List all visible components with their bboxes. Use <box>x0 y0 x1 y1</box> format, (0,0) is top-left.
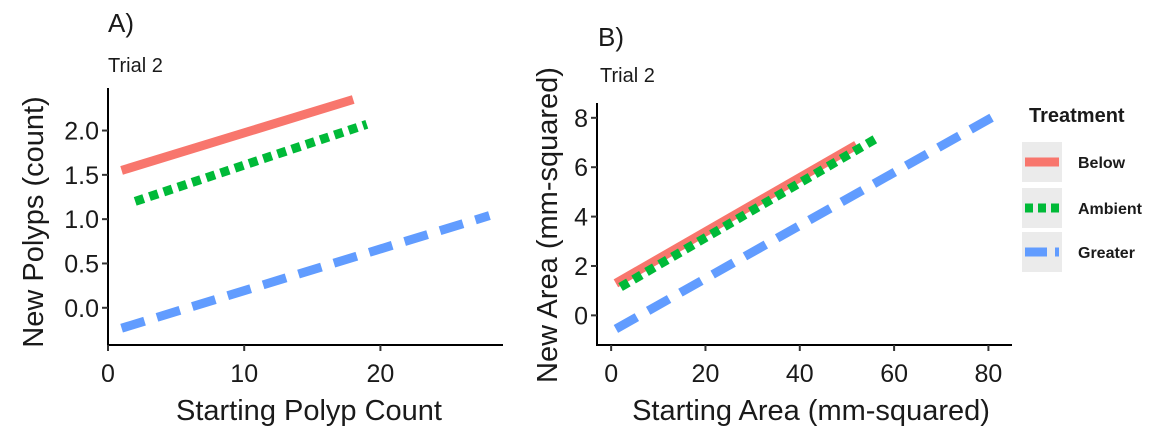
panel-b-series-greater-line <box>613 110 1001 333</box>
panel-b-y-tick-label: 8 <box>574 105 588 133</box>
panel-b-label: B) <box>598 22 624 52</box>
panel-a-x-axis-title: Starting Polyp Count <box>176 395 442 427</box>
panel-b-axes: 0 20 40 60 80 0 2 4 6 8 <box>574 103 1012 388</box>
panel-a-series-ambient-line <box>133 120 369 206</box>
panel-a-y-tick-label: 0.0 <box>64 295 99 323</box>
panel-b-x-tick-label: 40 <box>786 360 814 388</box>
legend-item-label: Below <box>1078 155 1126 172</box>
legend-item-below: Below <box>1022 142 1126 182</box>
panel-a-y-axis-title: New Polyps (count) <box>18 96 50 347</box>
panel-a-x-tick-label: 0 <box>101 360 115 388</box>
legend: Treatment Below Ambient Greater <box>1022 105 1143 272</box>
panel-a-series-below-line <box>120 95 355 175</box>
panel-a-label: A) <box>108 8 134 38</box>
panel-b-y-tick-label: 4 <box>574 204 588 232</box>
legend-item-ambient: Ambient <box>1022 188 1143 228</box>
legend-item-label: Ambient <box>1078 201 1143 218</box>
panel-a: A) Trial 2 New Polyps (count) Starting P… <box>18 8 503 427</box>
panel-b-series-ambient-line <box>618 132 883 291</box>
panel-a-axes: 0 10 20 0.0 0.5 1.0 1.5 2.0 <box>64 88 503 388</box>
panel-a-y-tick-label: 2.0 <box>64 118 99 146</box>
panel-a-lines <box>120 95 491 333</box>
panel-a-x-tick-label: 10 <box>230 360 258 388</box>
panel-b-subtitle: Trial 2 <box>600 65 655 87</box>
panel-a-y-tick-label: 0.5 <box>64 250 99 278</box>
panel-b-x-tick-label: 20 <box>692 360 720 388</box>
panel-b-y-tick-label: 6 <box>574 154 588 182</box>
panel-a-y-tick-label: 1.5 <box>64 162 99 190</box>
panel-a-x-tick-label: 20 <box>367 360 395 388</box>
panel-a-y-tick-label: 1.0 <box>64 206 99 234</box>
panel-b-x-tick-label: 0 <box>604 360 618 388</box>
legend-item-greater: Greater <box>1022 232 1135 272</box>
panel-b-y-tick-label: 0 <box>574 302 588 330</box>
panel-b: B) Trial 2 New Area (mm-squared) Startin… <box>532 22 1012 427</box>
panel-b-x-tick-label: 60 <box>880 360 908 388</box>
panel-a-subtitle: Trial 2 <box>108 55 163 77</box>
panel-b-x-tick-label: 80 <box>975 360 1003 388</box>
legend-item-label: Greater <box>1078 245 1135 262</box>
panel-b-y-tick-label: 2 <box>574 253 588 281</box>
panel-b-series-below-line <box>613 141 859 288</box>
legend-items: Below Ambient Greater <box>1022 142 1143 272</box>
panel-b-lines <box>613 110 1001 333</box>
legend-title: Treatment <box>1029 105 1125 127</box>
panel-b-y-axis-title: New Area (mm-squared) <box>532 67 564 383</box>
panel-a-series-greater-line <box>120 211 491 333</box>
panel-b-x-axis-title: Starting Area (mm-squared) <box>632 395 990 427</box>
